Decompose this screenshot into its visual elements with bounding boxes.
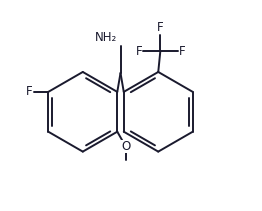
Text: F: F [179, 45, 185, 58]
Text: F: F [135, 45, 142, 58]
Text: F: F [157, 21, 164, 34]
Text: F: F [26, 85, 32, 98]
Text: NH₂: NH₂ [95, 31, 117, 44]
Text: O: O [121, 140, 130, 153]
